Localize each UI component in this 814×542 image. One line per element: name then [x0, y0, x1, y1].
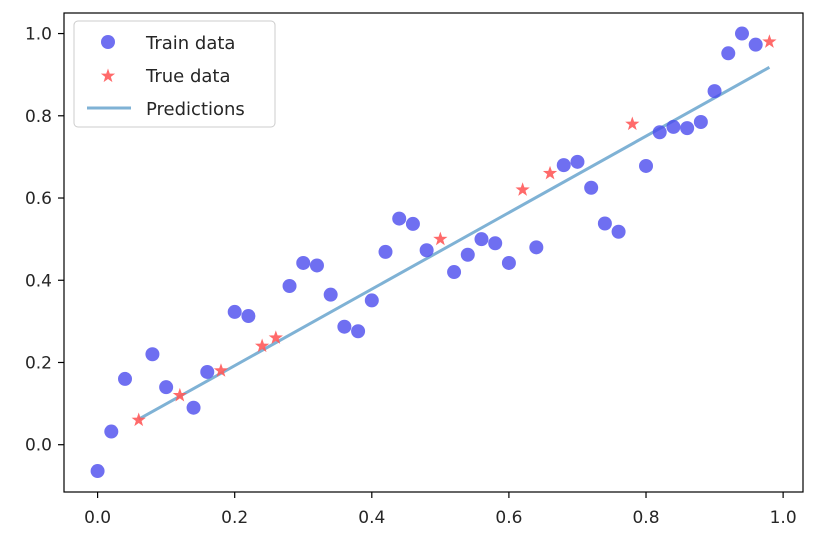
train-data-point [351, 324, 366, 339]
true-data-point [213, 363, 229, 377]
train-data-point [474, 232, 489, 247]
train-data-point [597, 216, 612, 231]
train-data-point [227, 304, 242, 319]
train-data-point [241, 309, 256, 324]
x-tick-label: 1.0 [770, 508, 797, 528]
train-data-point [296, 255, 311, 270]
train-data-point [104, 424, 119, 439]
train-data-point [419, 243, 434, 258]
axes-frame [63, 12, 804, 493]
train-data-point [748, 37, 763, 52]
train-data-point [282, 279, 297, 294]
train-data-point [529, 240, 544, 255]
train-data-series [90, 26, 763, 479]
train-data-point [118, 371, 133, 386]
legend-box [73, 20, 276, 128]
train-data-point [488, 236, 503, 251]
train-data-point [652, 125, 667, 140]
legend-train-marker [101, 35, 115, 49]
legend-train-label: Train data [145, 33, 235, 54]
y-tick-label: 0.8 [25, 107, 52, 127]
x-tick-label: 0.2 [221, 508, 248, 528]
train-data-point [570, 154, 585, 169]
train-data-point [159, 380, 174, 395]
train-data-point [309, 258, 324, 273]
x-tick-label: 0.4 [358, 508, 385, 528]
train-data-point [200, 364, 215, 379]
train-data-point [584, 180, 599, 195]
true-data-point [268, 330, 283, 344]
train-data-point [666, 119, 681, 134]
true-data-point [762, 34, 777, 48]
train-data-point [693, 114, 708, 129]
axes-border [63, 12, 804, 493]
train-data-point [447, 265, 462, 280]
train-data-point [639, 158, 654, 173]
train-data-point [323, 287, 338, 302]
true-data-point [433, 231, 448, 246]
x-tick-label: 0.0 [84, 508, 111, 528]
train-data-point [186, 400, 201, 415]
true-data-point [172, 387, 187, 402]
train-data-point [460, 247, 475, 262]
legend: Train data True data Predictions [73, 20, 276, 128]
true-data-series [131, 34, 777, 427]
predictions-line [137, 65, 771, 421]
train-data-point [378, 244, 393, 259]
true-data-point [542, 165, 558, 180]
train-data-point [556, 158, 571, 173]
y-axis: 0.0 0.2 0.4 0.6 0.8 1.0 [25, 25, 64, 456]
y-tick-label: 0.6 [25, 189, 52, 209]
y-tick-label: 1.0 [25, 25, 52, 45]
y-tick-label: 0.0 [25, 436, 52, 456]
y-tick-label: 0.4 [25, 271, 52, 291]
train-data-point [707, 84, 722, 99]
train-data-point [734, 26, 749, 41]
legend-true-marker [100, 68, 116, 83]
true-data-point [515, 182, 530, 196]
x-axis: 0.0 0.2 0.4 0.6 0.8 1.0 [84, 492, 797, 528]
train-data-point [680, 121, 695, 136]
train-data-point [145, 347, 160, 362]
true-data-point [131, 412, 146, 427]
train-data-point [392, 211, 407, 226]
x-tick-label: 0.8 [632, 508, 659, 528]
legend-true-label: True data [145, 66, 231, 87]
train-data-point [337, 319, 352, 334]
predictions-series [137, 65, 771, 421]
train-data-point [501, 255, 516, 270]
train-data-point [90, 464, 105, 479]
train-data-point [405, 216, 420, 231]
true-data-point [254, 338, 270, 353]
legend-predictions-label: Predictions [146, 99, 245, 120]
y-tick-label: 0.2 [25, 353, 52, 373]
train-data-point [721, 46, 736, 61]
train-data-point [611, 224, 626, 239]
train-data-point [364, 293, 379, 308]
true-data-point [625, 116, 640, 131]
x-tick-label: 0.6 [495, 508, 522, 528]
